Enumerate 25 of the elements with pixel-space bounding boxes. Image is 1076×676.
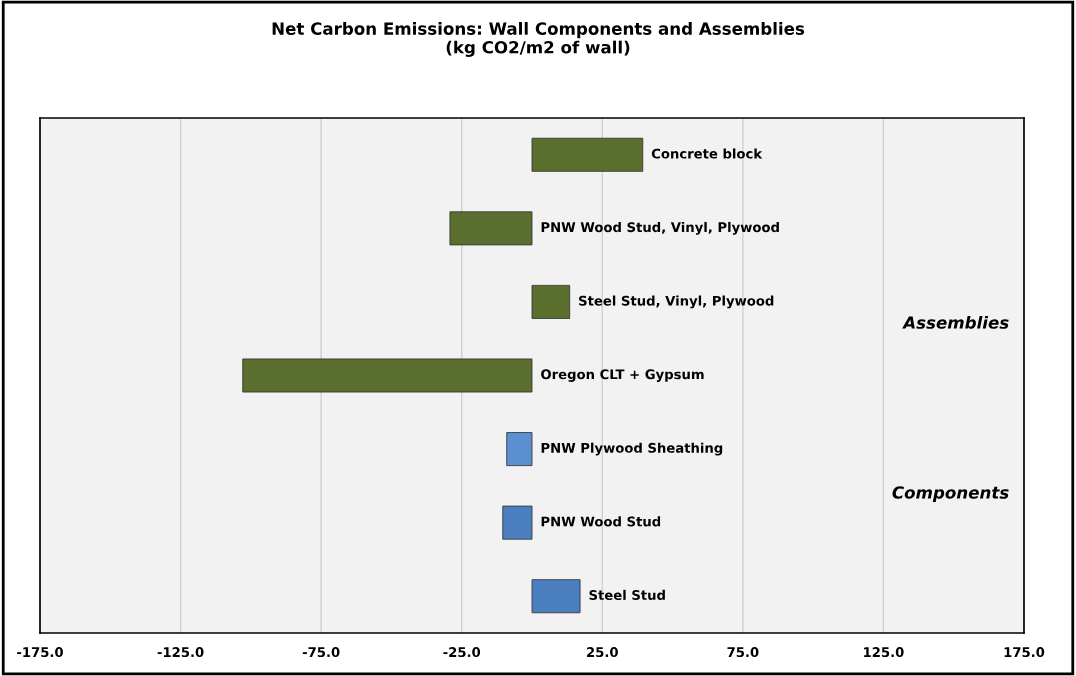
x-tick-label: 75.0 <box>727 647 759 658</box>
y-tick-label: PNW Plywood Sheathing <box>541 442 723 456</box>
chart-title: Net Carbon Emissions: Wall Components and Assemblies (kg CO2/m2 of wall) <box>272 22 805 57</box>
annotation: Components <box>892 486 1009 503</box>
y-tick-label: Steel Stud, Vinyl, Plywood <box>579 295 774 309</box>
x-tick-label: -75.0 <box>302 647 340 658</box>
bar <box>502 505 533 540</box>
bar <box>531 284 571 319</box>
y-tick-label: Steel Stud <box>589 589 665 601</box>
x-tick-label: -125.0 <box>157 647 204 658</box>
y-tick-label: PNW Wood Stud <box>541 516 661 527</box>
bar <box>531 137 644 172</box>
y-tick-label: PNW Wood Stud, Vinyl, Plywood <box>541 221 779 235</box>
bar <box>531 579 581 614</box>
y-tick-label: Concrete block <box>651 148 763 159</box>
bar <box>449 211 533 246</box>
x-tick-label: 125.0 <box>864 647 904 658</box>
x-tick-label: -25.0 <box>443 647 481 658</box>
x-tick-label: -175.0 <box>17 647 63 658</box>
x-tick-label: 25.0 <box>587 647 618 658</box>
bar <box>242 358 533 393</box>
y-tick-label: Oregon CLT + Gypsum <box>541 369 704 382</box>
bar <box>506 432 533 467</box>
annotation: Assemblies <box>902 315 1009 329</box>
x-tick-label: 175.0 <box>1004 647 1045 658</box>
